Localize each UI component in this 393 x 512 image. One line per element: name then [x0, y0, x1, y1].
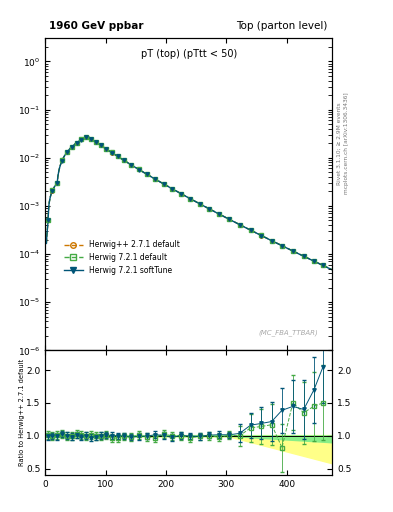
Text: Top (parton level): Top (parton level) — [237, 20, 328, 31]
Text: mcplots.cern.ch [arXiv:1306.3436]: mcplots.cern.ch [arXiv:1306.3436] — [344, 93, 349, 194]
Text: 1960 GeV ppbar: 1960 GeV ppbar — [50, 20, 144, 31]
Text: pT (top) (pTtt < 50): pT (top) (pTtt < 50) — [141, 49, 237, 59]
Y-axis label: Ratio to Herwig++ 2.7.1 default: Ratio to Herwig++ 2.7.1 default — [18, 359, 25, 466]
Text: (MC_FBA_TTBAR): (MC_FBA_TTBAR) — [258, 330, 318, 336]
Legend: Herwig++ 2.7.1 default, Herwig 7.2.1 default, Herwig 7.2.1 softTune: Herwig++ 2.7.1 default, Herwig 7.2.1 def… — [61, 237, 183, 278]
Text: Rivet 3.1.10; ≥ 2.9M events: Rivet 3.1.10; ≥ 2.9M events — [337, 102, 342, 185]
